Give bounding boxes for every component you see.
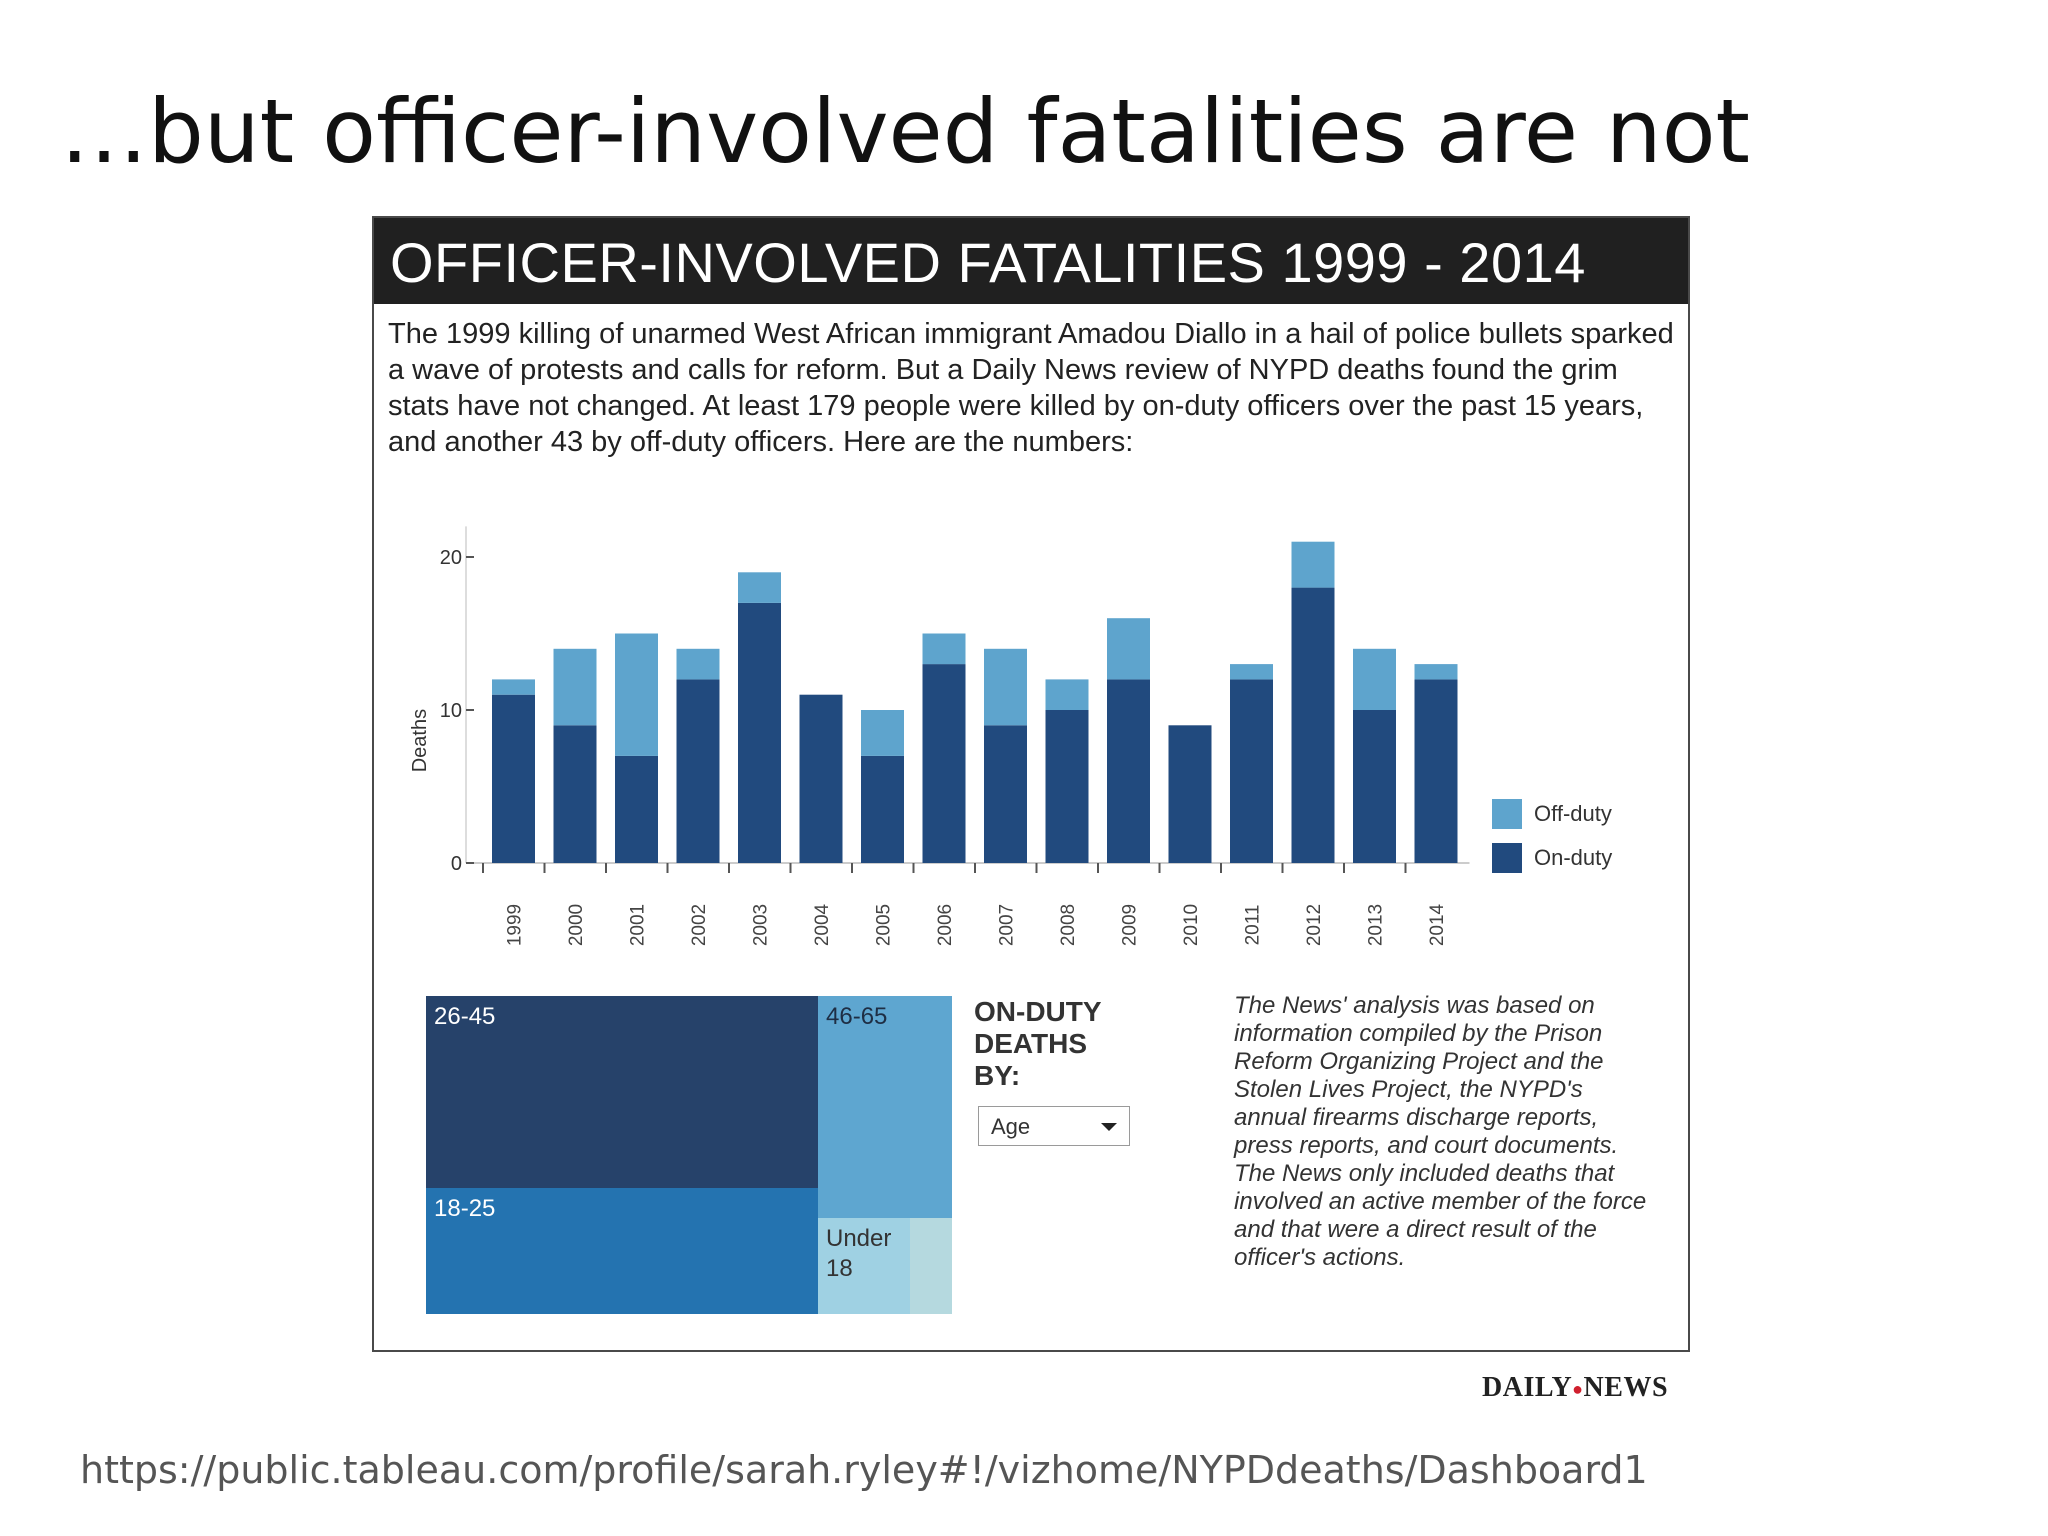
x-tick-label: 2008: [1058, 904, 1079, 946]
legend-label-on-duty: On-duty: [1534, 845, 1613, 870]
legend-swatch-off-duty: [1492, 799, 1522, 829]
filter-selected-value: Age: [991, 1114, 1031, 1139]
x-tick-label: 2005: [874, 904, 895, 946]
bar-on-duty: [922, 664, 966, 863]
x-tick-label: 2012: [1304, 904, 1325, 946]
dashboard-frame: OFFICER-INVOLVED FATALITIES 1999 - 2014 …: [372, 216, 1690, 1352]
dashboard-title: OFFICER-INVOLVED FATALITIES 1999 - 2014: [390, 231, 1586, 294]
legend-item-off-duty[interactable]: Off-duty: [1492, 792, 1612, 836]
legend-label-off-duty: Off-duty: [1534, 801, 1612, 826]
x-tick-label: 2013: [1366, 904, 1387, 946]
x-tick-label: 2009: [1120, 904, 1141, 946]
treemap-label: 46-65: [826, 1003, 888, 1030]
slide-title: …but officer-involved fatalities are not: [60, 80, 1751, 183]
bar-on-duty: [676, 679, 720, 863]
bar-off-duty: [1045, 679, 1089, 710]
chevron-down-icon[interactable]: [1101, 1123, 1117, 1131]
x-tick-label: 2003: [751, 904, 772, 946]
bar-off-duty: [492, 679, 535, 695]
treemap-cell-26-45[interactable]: 26-45: [426, 996, 818, 1188]
x-tick-label: 2011: [1243, 905, 1264, 946]
bar-off-duty: [1414, 664, 1458, 680]
x-tick-label: 2002: [689, 904, 710, 946]
treemap-cell-46-65[interactable]: 46-65: [818, 996, 952, 1218]
logo-left: DAILY: [1482, 1372, 1573, 1403]
bar-on-duty: [861, 755, 904, 863]
bar-off-duty: [1230, 664, 1273, 680]
x-tick-label: 2000: [566, 904, 587, 946]
bar-on-duty: [1353, 710, 1396, 863]
bar-on-duty: [1414, 679, 1458, 863]
filter-title: ON-DUTY DEATHS BY:: [974, 996, 1102, 1091]
bar-on-duty: [1230, 679, 1273, 863]
treemap-label: 26-45: [434, 1003, 496, 1030]
treemap-cell-under-18[interactable]: Under 18: [818, 1218, 910, 1314]
treemap-cell-18-25[interactable]: 18-25: [426, 1188, 818, 1314]
age-filter-dropdown[interactable]: Age: [978, 1106, 1130, 1146]
x-tick-label: 1999: [505, 904, 526, 946]
bar-off-duty: [861, 710, 904, 756]
x-tick-label: 2001: [628, 904, 649, 946]
y-tick-label: 0: [451, 853, 462, 875]
bar-off-duty: [553, 648, 597, 726]
source-url: https://public.tableau.com/profile/sarah…: [80, 1448, 1648, 1492]
bar-on-duty: [799, 694, 843, 863]
bar-off-duty: [1353, 648, 1396, 710]
methodology-note: The News' analysis was based on informat…: [1234, 992, 1647, 1271]
y-tick-label: 10: [440, 700, 462, 722]
y-tick-label: 20: [440, 547, 462, 569]
x-tick-label: 2006: [935, 904, 956, 946]
legend-swatch-on-duty: [1492, 843, 1522, 873]
x-tick-label: 2007: [997, 904, 1018, 946]
bar-on-duty: [984, 725, 1027, 863]
bar-off-duty: [984, 648, 1027, 726]
bar-on-duty: [615, 755, 658, 863]
bar-off-duty: [615, 633, 658, 756]
treemap-label: Under 18: [826, 1225, 892, 1282]
age-treemap: 26-45 18-25 46-65 Under 18: [426, 996, 952, 1314]
bar-off-duty: [1291, 541, 1335, 588]
x-tick-label: 2010: [1181, 904, 1202, 946]
logo-right: NEWS: [1583, 1372, 1669, 1403]
stacked-bar-chart: 0 10 20 Deaths 1999 2000 2001 2002 2003 2004 2005 2…: [409, 526, 1470, 946]
bar-off-duty: [738, 572, 781, 603]
bar-on-duty: [1107, 679, 1150, 863]
bar-off-duty: [676, 648, 720, 680]
dashboard-header: OFFICER-INVOLVED FATALITIES 1999 - 2014: [374, 218, 1688, 304]
filter-block: ON-DUTY DEATHS BY: Age: [974, 996, 1154, 1146]
y-axis-title: Deaths: [409, 709, 431, 772]
treemap-cell-other[interactable]: [910, 1218, 952, 1314]
bar-off-duty: [1107, 618, 1150, 680]
bar-on-duty: [1291, 587, 1335, 863]
bar-on-duty: [1045, 710, 1089, 863]
x-tick-label: 2014: [1427, 903, 1448, 946]
bar-on-duty: [738, 602, 781, 863]
intro-text: The 1999 killing of unarmed West African…: [388, 318, 1674, 458]
bar-on-duty: [1168, 725, 1212, 863]
legend-item-on-duty[interactable]: On-duty: [1492, 836, 1612, 880]
bar-on-duty: [492, 694, 535, 863]
bar-off-duty: [922, 633, 966, 665]
treemap-label: 18-25: [434, 1195, 496, 1222]
chart-legend: Off-duty On-duty: [1492, 792, 1612, 880]
logo-dot-icon: ●: [1572, 1379, 1584, 1400]
daily-news-logo: DAILY●NEWS: [1482, 1372, 1668, 1404]
x-tick-label: 2004: [812, 903, 833, 946]
bar-on-duty: [553, 725, 597, 863]
